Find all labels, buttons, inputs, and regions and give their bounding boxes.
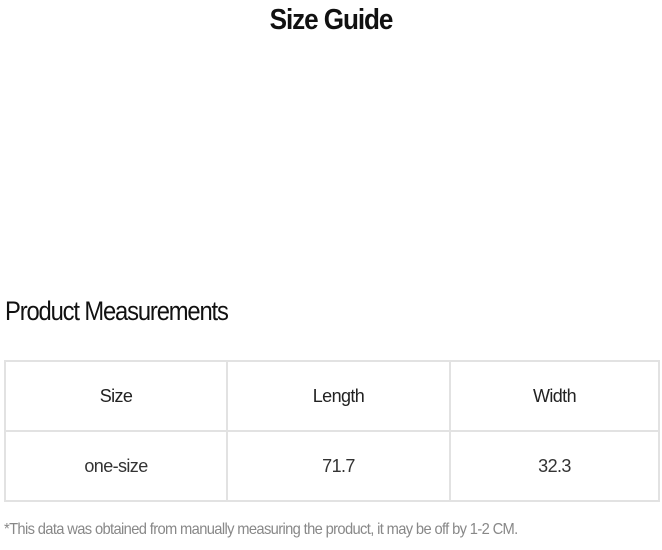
disclaimer-note: *This data was obtained from manually me… — [4, 521, 518, 538]
section-title: Product Measurements — [5, 296, 229, 326]
header-size: Size — [4, 360, 228, 432]
page-title: Size Guide — [269, 4, 394, 36]
measurements-table: Size Length Width one-size 71.7 32.3 — [4, 360, 660, 502]
cell-length: 71.7 — [226, 430, 451, 502]
header-length: Length — [226, 360, 451, 432]
cell-width: 32.3 — [449, 430, 660, 502]
table-row: one-size 71.7 32.3 — [4, 430, 660, 502]
table-header-row: Size Length Width — [4, 360, 660, 432]
header-width: Width — [449, 360, 660, 432]
cell-size: one-size — [4, 430, 228, 502]
